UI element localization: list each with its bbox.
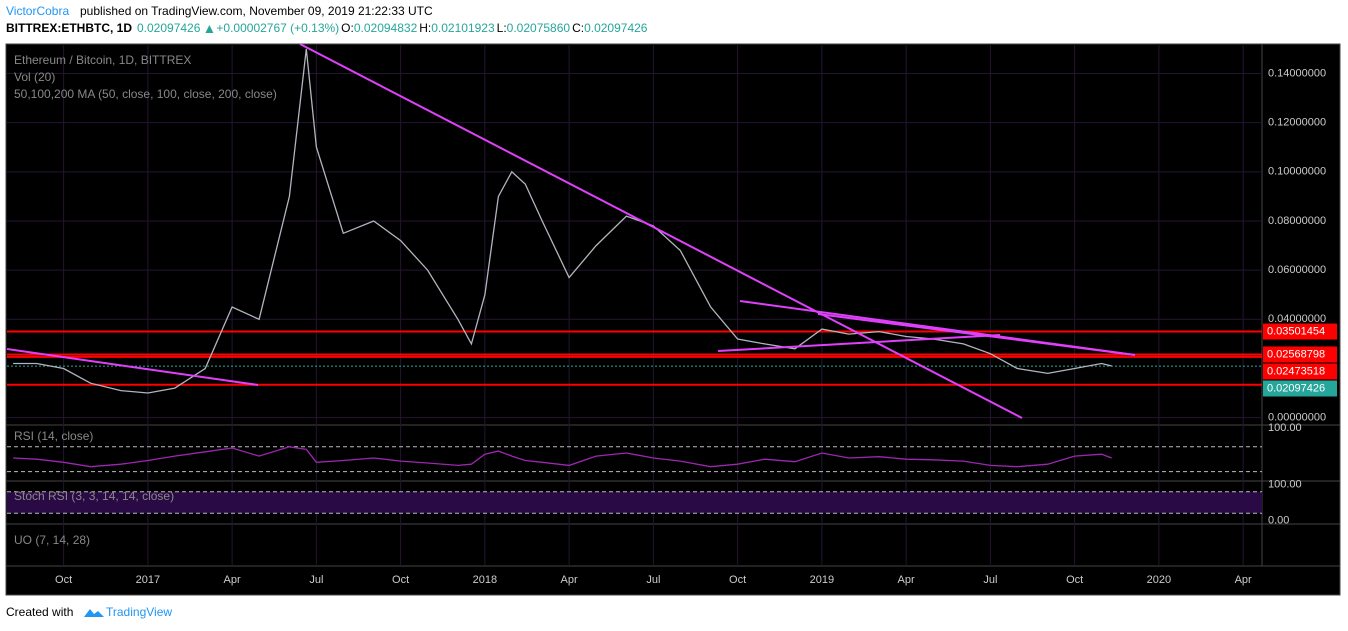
- logo: [84, 609, 104, 617]
- stoch-title: Stoch RSI (3, 3, 14, 14, close): [14, 489, 174, 503]
- x-tick-label: 2018: [473, 574, 497, 586]
- author: VictorCobra: [6, 4, 69, 18]
- y-tick-label: 0.04000000: [1268, 313, 1326, 325]
- trend-line: [6, 348, 259, 386]
- up-arrow: [205, 25, 214, 33]
- y-tick-label: 0.06000000: [1268, 264, 1326, 276]
- x-tick-label: Oct: [392, 574, 409, 586]
- level-label-box: [1263, 363, 1337, 380]
- x-tick-label: Apr: [224, 574, 241, 586]
- x-tick-label: 2017: [136, 574, 160, 586]
- x-tick-label: Apr: [1235, 574, 1252, 586]
- y-tick-label: 0.14000000: [1268, 67, 1326, 79]
- x-tick-label: 2019: [810, 574, 834, 586]
- ohlc-value: 0.02075860: [507, 21, 571, 35]
- ohlc-key: C:: [572, 21, 584, 35]
- x-tick-label: Oct: [729, 574, 746, 586]
- y-tick-label: 0.00: [1268, 514, 1289, 526]
- ohlc-value: 0.02094832: [354, 21, 418, 35]
- quote: BITTREX:ETHBTC, 1D 0.02097426 +0.00002767 …: [6, 21, 648, 35]
- x-tick-label: Jul: [983, 574, 997, 586]
- level-label: 0.02473518: [1267, 365, 1325, 377]
- y-tick-label: 100.00: [1268, 478, 1302, 490]
- level-label-box: [1263, 346, 1337, 363]
- ohlc-value: 0.02101923: [431, 21, 495, 35]
- indicator-label: Vol (20): [14, 70, 55, 84]
- ohlc-key: H:: [419, 21, 431, 35]
- change: +0.00002767 (+0.13%): [216, 21, 339, 35]
- level-label: 0.03501454: [1267, 325, 1325, 337]
- level-label-box: [1263, 323, 1337, 340]
- x-tick-label: Oct: [1066, 574, 1083, 586]
- y-tick-label: 100.00: [1268, 422, 1302, 434]
- level-label: 0.02097426: [1267, 382, 1325, 394]
- y-tick-label: 0.08000000: [1268, 215, 1326, 227]
- symbol: BITTREX:ETHBTC, 1D: [6, 21, 132, 35]
- x-tick-label: Apr: [561, 574, 578, 586]
- x-tick-label: Oct: [55, 574, 72, 586]
- ohlc-key: L:: [497, 21, 507, 35]
- stoch-band: [7, 491, 1262, 514]
- ohlc-key: O:: [341, 21, 354, 35]
- footer-brand: TradingView: [106, 605, 172, 619]
- indicator-label: 50,100,200 MA (50, close, 100, close, 20…: [14, 87, 277, 101]
- y-tick-label: 0.00000000: [1268, 412, 1326, 424]
- chart-title: Ethereum / Bitcoin, 1D, BITTREX: [14, 53, 191, 67]
- chart: Oct 2017 Apr Jul Oct 2018 Apr Jul Oct 2019 Apr Jul O…: [6, 44, 1340, 586]
- rsi-line: [13, 446, 1112, 468]
- level-label-box: [1263, 380, 1337, 397]
- x-tick-label: Apr: [898, 574, 915, 586]
- published: published on TradingView.com, November 0…: [80, 4, 433, 18]
- uo-title: UO (7, 14, 28): [14, 533, 90, 547]
- x-tick-label: Jul: [309, 574, 323, 586]
- footer-text: Created with: [6, 605, 73, 619]
- trend-lines: [6, 43, 1136, 419]
- trend-line: [817, 313, 1136, 356]
- trend-line: [299, 43, 1023, 419]
- price-line: [13, 48, 1112, 394]
- x-tick-label: Jul: [646, 574, 660, 586]
- price: 0.02097426: [137, 21, 201, 35]
- y-tick-label: 0.10000000: [1268, 166, 1326, 178]
- x-tick-label: 2020: [1147, 574, 1171, 586]
- trend-line: [717, 334, 1001, 352]
- level-label: 0.02568798: [1267, 348, 1325, 360]
- rsi-title: RSI (14, close): [14, 429, 93, 443]
- ohlc-value: 0.02097426: [584, 21, 648, 35]
- y-tick-label: 0.12000000: [1268, 117, 1326, 129]
